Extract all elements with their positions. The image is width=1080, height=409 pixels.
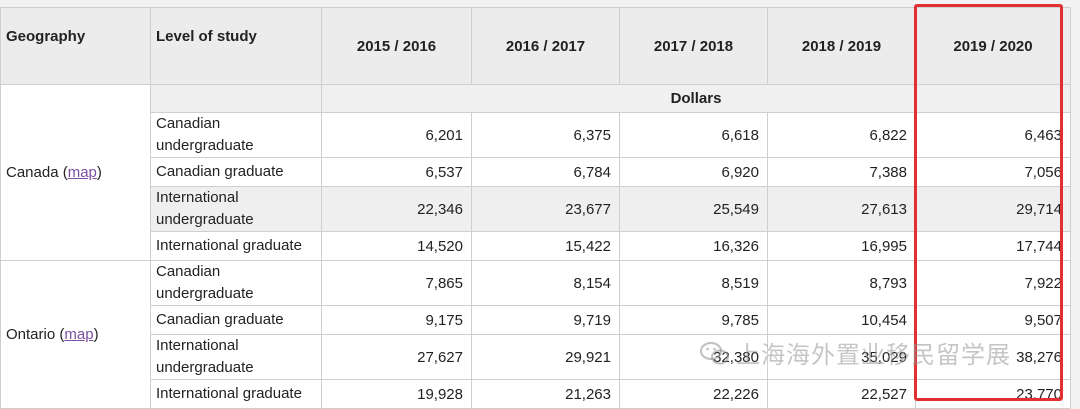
value-cell: 6,822 [767, 112, 916, 158]
value-cell: 7,922 [915, 260, 1071, 306]
value-cell: 14,520 [321, 231, 472, 261]
value-cell: 9,719 [471, 305, 620, 335]
level-cell: International graduate [150, 379, 322, 409]
level-cell: Canadian undergraduate [150, 112, 322, 158]
blank-cell [150, 84, 322, 113]
level-cell: Canadian graduate [150, 305, 322, 335]
table-row: Canadian graduate 6,537 6,784 6,920 7,38… [1, 157, 1071, 187]
table-row: Canadian graduate 9,175 9,719 9,785 10,4… [1, 305, 1071, 335]
value-cell: 15,422 [471, 231, 620, 261]
value-cell: 22,226 [619, 379, 768, 409]
value-cell: 35,029 [767, 334, 916, 380]
value-cell: 16,995 [767, 231, 916, 261]
year-header: 2018 / 2019 [767, 7, 916, 85]
tuition-table-container: Geography Level of study 2015 / 2016 201… [0, 7, 1071, 409]
units-label: Dollars [321, 84, 1071, 113]
map-link[interactable]: map [64, 326, 94, 343]
value-cell: 6,463 [915, 112, 1071, 158]
geo-cell-ontario: Ontario (map) [0, 260, 151, 409]
value-cell: 38,276 [915, 334, 1071, 380]
year-header: 2015 / 2016 [321, 7, 472, 85]
value-cell: 27,613 [767, 186, 916, 232]
level-cell: Canadian undergraduate [150, 260, 322, 306]
value-cell: 25,549 [619, 186, 768, 232]
geography-header: Geography [0, 7, 151, 85]
value-cell: 23,677 [471, 186, 620, 232]
value-cell: 29,714 [915, 186, 1071, 232]
value-cell: 7,865 [321, 260, 472, 306]
value-cell: 8,519 [619, 260, 768, 306]
value-cell: 29,921 [471, 334, 620, 380]
table-row: International undergraduate 22,346 23,67… [1, 186, 1071, 232]
value-cell: 16,326 [619, 231, 768, 261]
value-cell: 21,263 [471, 379, 620, 409]
value-cell: 6,537 [321, 157, 472, 187]
value-cell: 9,785 [619, 305, 768, 335]
table-row: Canadian undergraduate 6,201 6,375 6,618… [1, 112, 1071, 158]
value-cell: 22,346 [321, 186, 472, 232]
value-cell: 23,770 [915, 379, 1071, 409]
value-cell: 8,793 [767, 260, 916, 306]
value-cell: 6,784 [471, 157, 620, 187]
year-header: 2016 / 2017 [471, 7, 620, 85]
value-cell: 32,380 [619, 334, 768, 380]
level-header: Level of study [150, 7, 322, 85]
header-row: Geography Level of study 2015 / 2016 201… [0, 7, 1071, 85]
level-cell: International undergraduate [150, 186, 322, 232]
year-header: 2019 / 2020 [915, 7, 1071, 85]
value-cell: 8,154 [471, 260, 620, 306]
value-cell: 22,527 [767, 379, 916, 409]
geo-cell-canada: Canada (map) [0, 84, 151, 261]
table-row: Ontario (map) Canadian undergraduate 7,8… [0, 260, 1071, 409]
value-cell: 7,388 [767, 157, 916, 187]
value-cell: 6,375 [471, 112, 620, 158]
value-cell: 6,920 [619, 157, 768, 187]
value-cell: 6,201 [321, 112, 472, 158]
geo-name: Canada [6, 164, 59, 181]
level-cell: Canadian graduate [150, 157, 322, 187]
value-cell: 7,056 [915, 157, 1071, 187]
table-row: International undergraduate 27,627 29,92… [1, 334, 1071, 380]
table-row: International graduate 14,520 15,422 16,… [1, 231, 1071, 261]
geo-name: Ontario [6, 326, 56, 343]
tuition-table: Geography Level of study 2015 / 2016 201… [0, 7, 1071, 409]
map-link[interactable]: map [67, 164, 97, 181]
table-row: International graduate 19,928 21,263 22,… [1, 379, 1071, 409]
level-cell: International graduate [150, 231, 322, 261]
level-cell: International undergraduate [150, 334, 322, 380]
units-row: Canada (map) Dollars [0, 84, 1071, 261]
value-cell: 6,618 [619, 112, 768, 158]
value-cell: 27,627 [321, 334, 472, 380]
value-cell: 9,175 [321, 305, 472, 335]
value-cell: 9,507 [915, 305, 1071, 335]
value-cell: 19,928 [321, 379, 472, 409]
value-cell: 10,454 [767, 305, 916, 335]
value-cell: 17,744 [915, 231, 1071, 261]
year-header: 2017 / 2018 [619, 7, 768, 85]
